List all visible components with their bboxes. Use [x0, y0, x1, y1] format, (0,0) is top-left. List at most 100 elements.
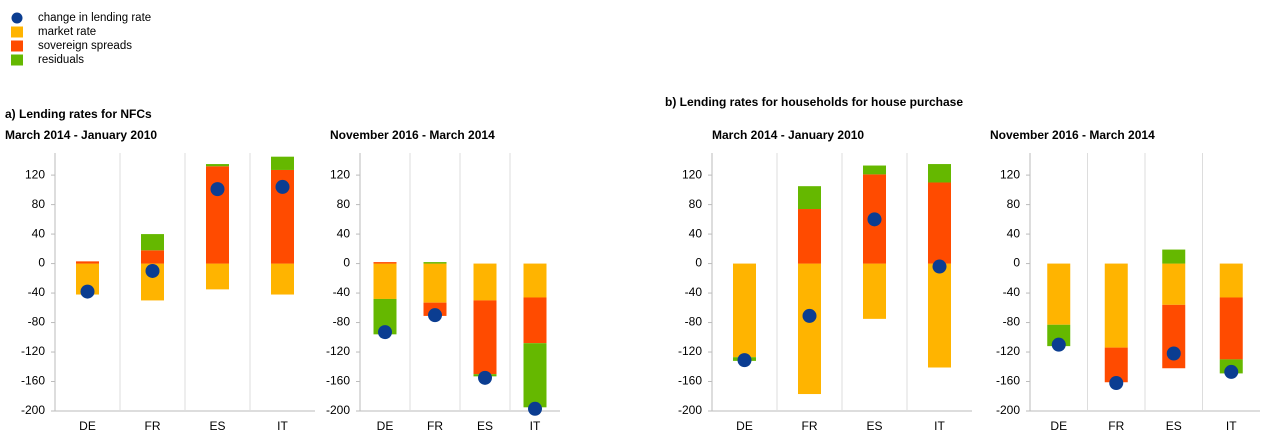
bar-segment — [523, 263, 547, 298]
y-tick-label: 0 — [695, 256, 702, 270]
bar-segment — [206, 166, 229, 264]
legend-label: change in lending rate — [38, 12, 151, 24]
bar-segment — [206, 263, 229, 290]
bar-segment — [1047, 263, 1071, 325]
y-tick-label: -200 — [21, 403, 45, 417]
bar-segment — [523, 297, 547, 344]
bar-segment — [798, 209, 821, 264]
dot — [932, 259, 947, 274]
y-tick-label: -200 — [678, 403, 702, 417]
y-tick-label: 120 — [682, 167, 702, 181]
legend-marker — [11, 12, 23, 24]
section-title: b) Lending rates for households for hous… — [665, 95, 963, 109]
x-tick-label: DE — [79, 419, 96, 433]
dot — [528, 401, 542, 416]
y-tick-label: -200 — [326, 403, 350, 417]
legend-label: market rate — [38, 26, 96, 38]
y-tick-label: -120 — [326, 344, 350, 358]
chart-title: November 2016 - March 2014 — [330, 128, 495, 142]
bar-segment — [141, 250, 164, 264]
x-tick-label: FR — [1108, 419, 1124, 433]
bar-segment — [733, 263, 756, 358]
y-tick-label: 120 — [330, 167, 350, 181]
dot — [737, 353, 752, 368]
x-tick-label: FR — [145, 419, 161, 433]
bar-segment — [798, 263, 821, 395]
legend-marker — [11, 26, 23, 38]
bar-segment — [1104, 263, 1128, 348]
dot — [1051, 337, 1066, 352]
x-tick-label: FR — [427, 419, 443, 433]
y-tick-label: -40 — [685, 285, 703, 299]
y-tick-label: 40 — [1007, 226, 1021, 240]
bar-segment — [473, 300, 497, 375]
x-tick-label: IT — [934, 419, 945, 433]
bar-segment — [928, 182, 951, 264]
y-tick-label: 120 — [25, 167, 45, 181]
bar-segment — [1162, 249, 1186, 264]
y-tick-label: 0 — [343, 256, 350, 270]
y-tick-label: -120 — [21, 344, 45, 358]
y-tick-label: -80 — [1003, 315, 1021, 329]
bar-segment — [141, 234, 164, 251]
y-tick-label: -160 — [21, 374, 45, 388]
dot — [802, 308, 817, 323]
x-tick-label: DE — [377, 419, 394, 433]
x-tick-label: IT — [277, 419, 288, 433]
bar-segment — [271, 263, 294, 295]
y-tick-label: 0 — [38, 256, 45, 270]
y-tick-label: -80 — [685, 315, 703, 329]
dot — [145, 263, 160, 278]
y-tick-label: -120 — [678, 344, 702, 358]
dot — [1166, 346, 1181, 361]
y-tick-label: -40 — [28, 285, 46, 299]
bar-segment — [423, 262, 447, 264]
bar-segment — [863, 263, 886, 319]
bar-segment — [928, 263, 951, 368]
legend-label: sovereign spreads — [38, 40, 132, 52]
bar-segment — [928, 164, 951, 183]
y-tick-label: -40 — [333, 285, 351, 299]
y-tick-label: 40 — [337, 226, 351, 240]
bar-segment — [1162, 263, 1186, 305]
y-tick-label: -160 — [326, 374, 350, 388]
y-tick-label: 80 — [1007, 197, 1021, 211]
legend-marker — [11, 40, 23, 52]
y-tick-label: -80 — [333, 315, 351, 329]
bar-segment — [373, 262, 397, 264]
chart-title: November 2016 - March 2014 — [990, 128, 1155, 142]
dot — [210, 182, 225, 197]
x-tick-label: FR — [802, 419, 818, 433]
y-tick-label: -80 — [28, 315, 46, 329]
bar-segment — [373, 298, 397, 335]
y-tick-label: 40 — [689, 226, 703, 240]
dot — [1109, 375, 1124, 390]
legend-label: residuals — [38, 54, 84, 66]
x-tick-label: DE — [1050, 419, 1067, 433]
bar-segment — [523, 343, 547, 408]
bar-segment — [1219, 263, 1243, 298]
dot — [428, 308, 442, 323]
bar-segment — [76, 263, 99, 295]
y-tick-label: -160 — [996, 374, 1020, 388]
bar-segment — [76, 261, 99, 264]
y-tick-label: 120 — [1000, 167, 1020, 181]
x-tick-label: IT — [530, 419, 541, 433]
bar-segment — [1219, 297, 1243, 360]
dot — [867, 212, 882, 227]
y-tick-label: -120 — [996, 344, 1020, 358]
y-tick-label: -160 — [678, 374, 702, 388]
x-tick-label: ES — [1166, 419, 1182, 433]
bar-segment — [423, 263, 447, 303]
section-title: a) Lending rates for NFCs — [5, 107, 152, 121]
dot — [1224, 364, 1239, 379]
y-tick-label: 80 — [689, 197, 703, 211]
x-tick-label: IT — [1226, 419, 1237, 433]
bar-segment — [473, 263, 497, 301]
y-tick-label: 40 — [32, 226, 46, 240]
chart-title: March 2014 - January 2010 — [5, 128, 157, 142]
bar-segment — [863, 165, 886, 175]
x-tick-label: ES — [477, 419, 493, 433]
bar-segment — [798, 186, 821, 210]
